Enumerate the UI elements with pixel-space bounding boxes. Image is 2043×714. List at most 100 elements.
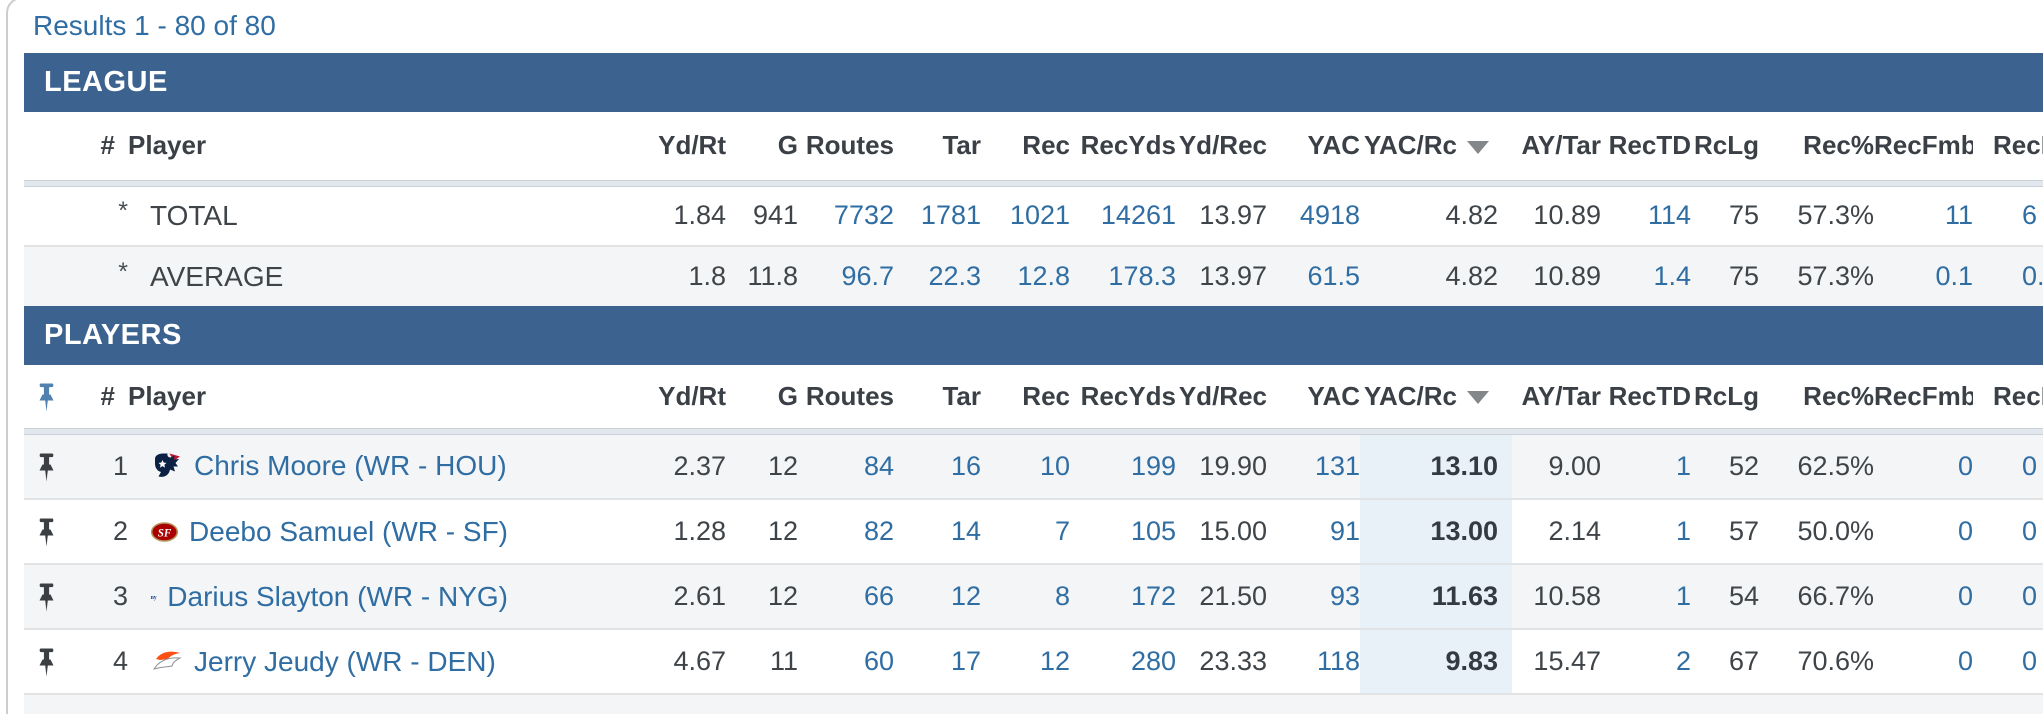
stat-recyds[interactable]: 178.3	[1108, 261, 1176, 291]
stat-recf[interactable]: 0	[2022, 450, 2038, 481]
pushpin-icon[interactable]	[36, 648, 57, 677]
col-header-ay_tar[interactable]: AY/Tar	[1512, 365, 1602, 428]
stat-routes[interactable]: 84	[863, 450, 894, 481]
stat-tar[interactable]: 1781	[920, 200, 981, 231]
stat-tar[interactable]: 14	[950, 516, 981, 546]
stat-yd_rt: 1.84	[673, 200, 726, 231]
stat-recf[interactable]: 6	[2022, 200, 2038, 231]
stat-yac[interactable]: 4918	[1299, 200, 1360, 231]
stat-rectd[interactable]: 114	[1647, 200, 1691, 231]
col-header-rectd[interactable]: RecTD	[1601, 112, 1691, 180]
stat-yac[interactable]: 131	[1314, 450, 1360, 481]
stat-rec[interactable]: 12	[1039, 646, 1070, 676]
player-link[interactable]: Chris Moore (WR - HOU)	[194, 450, 507, 482]
stat-routes[interactable]: 7732	[833, 200, 894, 231]
stat-rectd[interactable]: 2	[1675, 646, 1691, 676]
stat-routes[interactable]: 60	[863, 646, 894, 676]
pushpin-icon[interactable]	[36, 518, 57, 547]
stat-rectd[interactable]: 1	[1675, 450, 1691, 481]
cell-recfmb: 0	[1874, 498, 1973, 564]
stat-recfmb[interactable]: 0	[1957, 581, 1973, 611]
team-logo-hou	[155, 453, 180, 478]
stat-tar[interactable]: 17	[950, 646, 981, 676]
col-header-rec[interactable]: Rec	[981, 365, 1070, 428]
cell-rec: 12	[981, 628, 1070, 694]
cell-pin	[24, 498, 66, 564]
col-header-rclg[interactable]: RcLg	[1691, 112, 1759, 180]
pushpin-icon[interactable]	[36, 383, 57, 412]
player-link[interactable]: Darius Slayton (WR - NYG)	[167, 580, 508, 612]
stat-recf[interactable]: 0	[2022, 581, 2038, 611]
col-header-yac_rc[interactable]: YAC/Rc	[1360, 112, 1512, 180]
stat-rectd[interactable]: 1	[1675, 516, 1691, 546]
player-cell: SF Deebo Samuel (WR - SF)	[128, 515, 508, 549]
stat-recyds[interactable]: 172	[1130, 581, 1176, 611]
stat-routes[interactable]: 82	[863, 516, 894, 546]
col-header-recyds[interactable]: RecYds	[1070, 365, 1176, 428]
stat-recyds[interactable]: 105	[1130, 516, 1176, 546]
col-header-recyds[interactable]: RecYds	[1070, 112, 1176, 180]
col-header-tar[interactable]: Tar	[894, 112, 981, 180]
stat-rectd[interactable]: 1.4	[1653, 261, 1691, 291]
stat-yac[interactable]: 91	[1329, 516, 1360, 546]
stat-rec[interactable]: 7	[1054, 516, 1070, 546]
stat-yac[interactable]: 61.5	[1307, 261, 1360, 291]
stat-rclg: 52	[1728, 450, 1759, 481]
player-link[interactable]: Deebo Samuel (WR - SF)	[189, 515, 508, 547]
col-header-rank[interactable]: #	[66, 365, 128, 428]
stat-rectd[interactable]: 1	[1675, 581, 1691, 611]
col-header-rec_pct[interactable]: Rec%	[1759, 365, 1874, 428]
col-header-rank[interactable]: #	[66, 112, 128, 180]
col-header-tar[interactable]: Tar	[894, 365, 981, 428]
col-header-g[interactable]: G	[726, 112, 798, 180]
stat-tar[interactable]: 16	[950, 450, 981, 481]
col-header-yac[interactable]: YAC	[1267, 365, 1360, 428]
col-header-recfmb[interactable]: RecFmb	[1874, 365, 1973, 428]
stat-rec[interactable]: 12.8	[1017, 261, 1070, 291]
stat-recfmb[interactable]: 0	[1957, 516, 1973, 546]
col-header-rec[interactable]: Rec	[981, 112, 1070, 180]
col-header-yd_rt[interactable]: Yd/Rt	[508, 112, 726, 180]
stat-rec[interactable]: 8	[1054, 581, 1070, 611]
column-label: RecYds	[1080, 380, 1176, 411]
col-header-yd_rec[interactable]: Yd/Rec	[1176, 112, 1267, 180]
col-header-routes[interactable]: Routes	[798, 112, 894, 180]
stat-recf[interactable]: 0	[2022, 516, 2038, 546]
pushpin-icon[interactable]	[36, 583, 57, 612]
col-header-ay_tar[interactable]: AY/Tar	[1512, 112, 1602, 180]
col-header-g[interactable]: G	[726, 365, 798, 428]
stat-rec[interactable]: 10	[1039, 450, 1070, 481]
stat-routes[interactable]: 66	[863, 581, 894, 611]
col-header-recfmb[interactable]: RecFmb	[1874, 112, 1973, 180]
stat-recfmb[interactable]: 0	[1957, 450, 1973, 481]
cell-tar: 17	[894, 628, 981, 694]
stat-recfmb[interactable]: 11	[1944, 200, 1973, 231]
col-header-rec_pct[interactable]: Rec%	[1759, 112, 1874, 180]
stat-rec[interactable]: 1021	[1009, 200, 1070, 231]
col-header-yd_rt[interactable]: Yd/Rt	[508, 365, 726, 428]
col-header-yd_rec[interactable]: Yd/Rec	[1176, 365, 1267, 428]
stat-tar[interactable]: 12	[950, 581, 981, 611]
stat-routes[interactable]: 96.7	[841, 261, 894, 291]
stat-recfmb[interactable]: 0	[1957, 646, 1973, 676]
col-header-recf[interactable]: RecF	[1973, 112, 2043, 180]
stat-recyds[interactable]: 14261	[1100, 200, 1176, 231]
stat-recyds[interactable]: 280	[1130, 646, 1176, 676]
stat-recf[interactable]: 0.1	[2022, 261, 2043, 291]
stat-recyds[interactable]: 199	[1130, 450, 1176, 481]
stat-recf[interactable]: 0	[2022, 646, 2038, 676]
col-header-yac[interactable]: YAC	[1267, 112, 1360, 180]
cell-rec_pct: 57.3%	[1759, 245, 1874, 306]
col-header-routes[interactable]: Routes	[798, 365, 894, 428]
col-header-recf[interactable]: RecF	[1973, 365, 2043, 428]
col-header-yac_rc[interactable]: YAC/Rc	[1360, 365, 1512, 428]
player-link[interactable]: Jerry Jeudy (WR - DEN)	[194, 645, 496, 677]
pushpin-icon[interactable]	[36, 453, 57, 482]
col-header-rectd[interactable]: RecTD	[1601, 365, 1691, 428]
stat-recfmb[interactable]: 0.1	[1935, 261, 1973, 291]
stat-yd_rec: 21.50	[1199, 581, 1267, 611]
stat-yac[interactable]: 118	[1316, 646, 1360, 676]
stat-yac[interactable]: 93	[1329, 581, 1360, 611]
col-header-rclg[interactable]: RcLg	[1691, 365, 1759, 428]
stat-tar[interactable]: 22.3	[928, 261, 981, 291]
